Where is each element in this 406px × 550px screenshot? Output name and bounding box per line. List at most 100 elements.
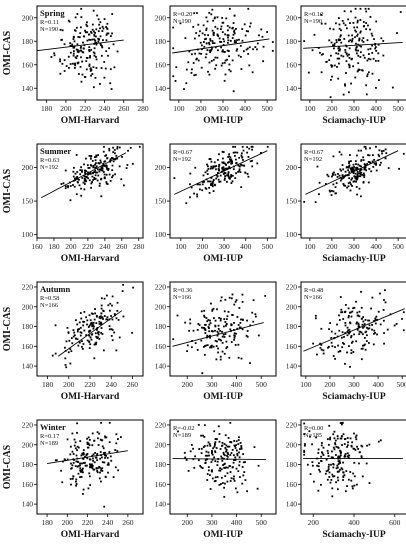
x-axis-label: OMI-Harvard: [61, 116, 120, 126]
data-point: [115, 349, 118, 352]
data-point: [353, 26, 356, 29]
data-point: [210, 461, 213, 463]
data-point: [333, 430, 336, 433]
data-point: [87, 436, 90, 439]
data-point: [93, 468, 95, 471]
data-point: [365, 84, 368, 87]
data-point: [91, 444, 94, 447]
data-point: [387, 167, 390, 169]
data-point: [105, 294, 108, 297]
data-point: [368, 482, 371, 484]
data-point: [256, 487, 259, 490]
regression-line: [303, 308, 405, 352]
data-point: [329, 481, 332, 484]
data-point: [225, 168, 228, 170]
data-point: [98, 184, 101, 187]
data-point: [238, 168, 241, 171]
data-point: [337, 446, 340, 449]
data-point: [92, 459, 94, 462]
data-point: [212, 180, 214, 183]
data-point: [207, 34, 209, 37]
data-point: [332, 28, 335, 31]
correlation-label: R=0.36: [173, 287, 193, 294]
data-point: [345, 166, 348, 169]
data-point: [218, 317, 221, 319]
data-point: [366, 163, 369, 165]
data-point: [202, 24, 205, 27]
data-point: [106, 28, 109, 30]
data-point: [211, 451, 213, 454]
data-point: [339, 454, 342, 457]
x-tick-label: 200: [326, 242, 338, 251]
data-point: [348, 66, 351, 69]
data-point: [229, 465, 231, 467]
data-point: [358, 333, 361, 336]
data-point: [81, 169, 83, 172]
data-point: [95, 322, 98, 324]
data-point: [78, 36, 81, 39]
data-point: [82, 324, 85, 327]
data-point: [228, 55, 230, 58]
data-point: [373, 158, 376, 161]
data-point: [100, 469, 103, 472]
data-point: [94, 39, 97, 42]
data-point: [225, 163, 227, 166]
data-point: [337, 463, 340, 465]
season-label: Autumn: [40, 284, 71, 294]
data-point: [356, 166, 359, 169]
data-point: [369, 28, 371, 31]
data-point: [67, 331, 70, 334]
data-point: [367, 57, 370, 60]
data-point: [340, 437, 343, 440]
data-point: [92, 457, 94, 460]
data-point: [377, 52, 380, 55]
data-point: [320, 460, 323, 463]
data-point: [252, 320, 255, 323]
data-point: [246, 490, 248, 493]
data-point: [320, 71, 323, 74]
data-point: [95, 314, 98, 317]
data-point: [201, 32, 204, 35]
data-point: [352, 351, 355, 353]
data-point: [203, 345, 206, 347]
y-tick-label: 200: [155, 302, 167, 311]
data-point: [222, 464, 224, 466]
data-point: [363, 167, 366, 170]
data-point: [232, 22, 235, 24]
x-axis-label: OMI-Harvard: [61, 530, 120, 540]
data-point: [357, 448, 360, 450]
x-tick-label: 300: [348, 242, 360, 251]
data-point: [54, 324, 57, 327]
data-point: [81, 468, 84, 471]
data-point: [93, 33, 96, 36]
data-point: [93, 34, 96, 37]
data-point: [114, 466, 117, 469]
data-point: [93, 343, 96, 346]
data-point: [362, 156, 365, 159]
data-point: [235, 28, 237, 30]
data-point: [95, 155, 98, 158]
data-point: [358, 310, 361, 313]
data-point: [372, 57, 375, 60]
data-point: [335, 445, 338, 448]
data-point: [354, 175, 357, 178]
data-point: [217, 425, 220, 428]
data-point: [346, 54, 349, 57]
data-point: [334, 439, 337, 442]
data-point: [238, 38, 240, 41]
data-point: [204, 332, 207, 334]
data-point: [95, 35, 97, 38]
data-point: [352, 65, 355, 68]
scatter-panel-10: 180 200 220 240 260140160180200220OMI-Harvar…: [2, 419, 144, 540]
data-point: [221, 31, 224, 34]
data-point: [73, 444, 76, 447]
data-point: [89, 329, 92, 332]
data-point: [382, 54, 385, 57]
data-point: [307, 71, 310, 74]
data-point: [93, 178, 96, 181]
data-point: [313, 33, 316, 36]
data-point: [98, 316, 101, 319]
data-point: [60, 39, 63, 41]
data-point: [332, 475, 334, 478]
x-tick-label: 200: [182, 380, 194, 389]
